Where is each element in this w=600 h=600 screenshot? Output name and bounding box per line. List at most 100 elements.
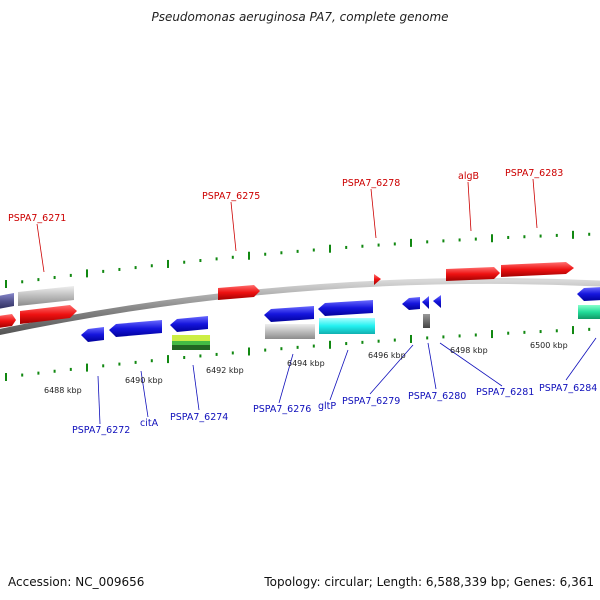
- gene-arrow-blue: [264, 306, 314, 322]
- gene-arrow-red: [374, 274, 381, 285]
- gene-label-cita: citA: [140, 418, 159, 429]
- major-tick: [329, 244, 331, 253]
- gene-block-cyan: [319, 318, 375, 334]
- minor-tick: [134, 266, 137, 270]
- minor-tick: [426, 240, 429, 244]
- minor-tick: [393, 338, 396, 342]
- minor-tick: [150, 264, 153, 268]
- minor-tick: [539, 234, 542, 238]
- gene-arrow-red: [501, 262, 574, 277]
- gene-label-gltp: gltP: [318, 401, 336, 412]
- scale-label: 6500 kbp: [530, 341, 568, 350]
- minor-tick: [426, 336, 429, 340]
- minor-tick: [361, 340, 364, 344]
- minor-tick: [150, 359, 153, 363]
- major-tick: [572, 326, 574, 335]
- minor-tick: [312, 248, 315, 252]
- major-tick: [491, 330, 493, 339]
- minor-tick: [507, 331, 510, 335]
- gene-label-algb: algB: [458, 171, 479, 182]
- major-tick: [248, 347, 250, 356]
- major-tick: [410, 238, 412, 247]
- gene-label-pspa7-6281: PSPA7_6281: [476, 387, 534, 398]
- minor-tick: [523, 235, 526, 239]
- gene-block-grey: [265, 324, 315, 339]
- minor-tick: [102, 364, 105, 368]
- minor-tick: [345, 342, 348, 346]
- major-tick: [5, 280, 7, 288]
- minor-tick: [458, 334, 461, 338]
- minor-tick: [296, 345, 299, 349]
- minor-tick: [442, 335, 445, 339]
- gene-arrow-blue: [109, 320, 162, 337]
- gene-arrow-purple: [0, 293, 14, 309]
- minor-tick: [183, 260, 186, 264]
- minor-tick: [539, 330, 542, 334]
- minor-tick: [264, 252, 267, 256]
- gene-label-pspa7-6284: PSPA7_6284: [539, 383, 597, 394]
- minor-tick: [555, 329, 558, 333]
- reverse-genes: [81, 287, 600, 350]
- forward-genes: [0, 262, 574, 328]
- minor-tick: [377, 243, 380, 247]
- major-tick: [248, 251, 250, 260]
- minor-tick: [507, 235, 510, 239]
- minor-tick: [37, 371, 40, 375]
- major-tick: [410, 334, 412, 343]
- minor-tick: [555, 233, 558, 237]
- gene-block-green: [172, 335, 210, 341]
- minor-tick: [280, 347, 283, 351]
- gene-label-pspa7-6271: PSPA7_6271: [8, 213, 66, 224]
- major-tick: [86, 363, 88, 372]
- major-tick: [5, 373, 7, 381]
- minor-tick: [393, 242, 396, 246]
- minor-tick: [474, 237, 477, 241]
- major-tick: [86, 269, 88, 278]
- minor-tick: [523, 330, 526, 334]
- major-tick: [167, 259, 169, 268]
- scale-label: 6496 kbp: [368, 351, 406, 360]
- major-tick: [491, 234, 493, 243]
- minor-tick: [118, 267, 121, 271]
- minor-tick: [69, 273, 72, 277]
- genome-backbone: [0, 277, 600, 335]
- gene-arrow-red: [218, 285, 260, 300]
- scale-label: 6490 kbp: [125, 376, 163, 385]
- gene-arrow-blue: [577, 287, 600, 301]
- gene-block-green: [172, 341, 210, 345]
- minor-tick: [231, 351, 234, 355]
- minor-tick: [183, 356, 186, 360]
- minor-tick: [69, 367, 72, 371]
- minor-tick: [102, 269, 105, 273]
- scale-labels: 6488 kbp 6490 kbp 6492 kbp 6494 kbp 6496…: [44, 341, 568, 395]
- minor-tick: [199, 259, 202, 263]
- minor-tick: [118, 362, 121, 366]
- scale-label: 6488 kbp: [44, 386, 82, 395]
- gene-arrow-blue: [433, 295, 441, 308]
- gene-label-pspa7-6283: PSPA7_6283: [505, 168, 563, 179]
- gene-arrow-blue: [318, 300, 373, 316]
- reverse-label-group: PSPA7_6272 citA PSPA7_6274 PSPA7_6276 gl…: [72, 337, 597, 436]
- gene-block-dark: [423, 314, 430, 328]
- major-tick: [167, 355, 169, 364]
- scale-label: 6494 kbp: [287, 359, 325, 368]
- minor-tick: [345, 245, 348, 249]
- gene-arrow-blue: [402, 297, 420, 310]
- minor-tick: [231, 255, 234, 259]
- minor-tick: [361, 244, 364, 248]
- map-title: Pseudomonas aeruginosa PA7, complete gen…: [151, 10, 449, 24]
- gene-arrow-blue: [422, 296, 429, 309]
- minor-tick: [442, 239, 445, 243]
- scale-label: 6498 kbp: [450, 346, 488, 355]
- minor-tick: [296, 249, 299, 253]
- minor-tick: [53, 369, 56, 373]
- minor-tick: [53, 275, 56, 279]
- major-tick: [329, 340, 331, 349]
- minor-tick: [280, 251, 283, 255]
- genome-summary-text: Topology: circular; Length: 6,588,339 bp…: [264, 575, 594, 589]
- gene-label-pspa7-6276: PSPA7_6276: [253, 404, 311, 415]
- forward-label-group: PSPA7_6271 PSPA7_6275 PSPA7_6278 algB PS…: [8, 168, 563, 273]
- minor-tick: [588, 232, 591, 236]
- gene-arrow-red: [446, 267, 500, 281]
